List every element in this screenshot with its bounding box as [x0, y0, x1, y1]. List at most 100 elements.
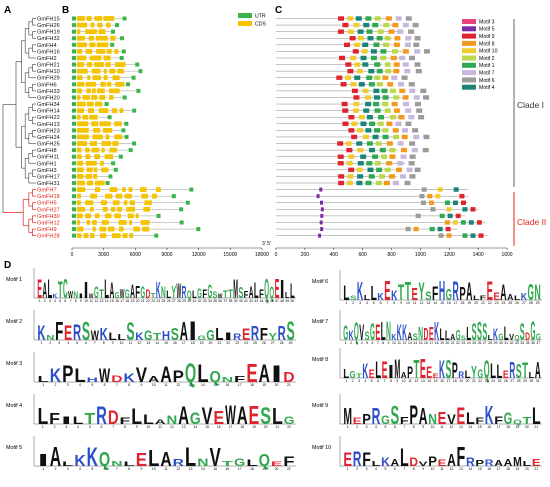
cds-block	[77, 193, 81, 199]
logo-letter: Q	[484, 356, 490, 384]
motif-logo-title: Motif 1	[6, 277, 22, 283]
utr-block	[119, 36, 124, 41]
motif-logo-title: Motif 8	[312, 357, 328, 363]
logo-letter: G	[350, 369, 356, 381]
axis-tick-label: 1000	[415, 252, 426, 258]
cds-block	[106, 22, 111, 28]
logo-position-number: 25	[162, 299, 166, 303]
logo-position-number: 40	[239, 299, 243, 303]
utr-block	[196, 227, 201, 232]
logo-letter: R	[173, 458, 185, 469]
motif-box	[337, 154, 344, 159]
motif-box	[373, 101, 380, 107]
logo-position-number: 11	[89, 299, 93, 303]
motif-box	[365, 180, 372, 186]
cds-block	[77, 174, 84, 179]
cds-block	[85, 174, 93, 179]
motif-box	[384, 36, 391, 41]
cds-block	[109, 147, 118, 153]
cds-block	[86, 180, 94, 186]
cds-block	[90, 233, 95, 239]
logo-position-number: 15	[205, 425, 209, 429]
motif-box	[408, 55, 415, 61]
motif-box	[423, 49, 430, 54]
logo-position-number: 17	[120, 299, 124, 303]
gene-label: GmFH1	[37, 161, 57, 167]
motif-box	[340, 82, 347, 87]
panel-d-letter: D	[4, 260, 11, 271]
motif-box	[356, 141, 363, 146]
logo-letter: E	[532, 458, 541, 469]
logo-position-number: 13	[426, 301, 430, 305]
logo-letter: A	[148, 374, 159, 384]
logo-position-number: 12	[137, 341, 141, 345]
logo-position-number: 5	[384, 467, 386, 471]
logo-position-number: 17	[229, 425, 233, 429]
utr-block	[122, 95, 127, 100]
logo-letter: K	[521, 292, 527, 303]
logo-letter: N	[534, 280, 540, 305]
logo-position-number: 21	[534, 467, 538, 471]
motif-box	[409, 174, 416, 179]
motif-box	[366, 29, 373, 34]
logo-letter: S	[425, 291, 432, 303]
logo-letter: S	[482, 320, 487, 346]
motif-box	[373, 42, 380, 48]
logo-position-number: 5	[91, 467, 93, 471]
motif-box	[358, 115, 365, 120]
logo-letter: A	[178, 402, 189, 430]
logo-letter: T	[153, 332, 162, 343]
gene-label: GmFH18	[37, 194, 60, 200]
logo-letter: E	[457, 403, 466, 430]
logo-position-number: 5	[366, 341, 368, 345]
logo-position-number: 3	[58, 341, 60, 345]
motif-box	[372, 22, 379, 28]
cds-block	[112, 200, 120, 206]
motif-box	[320, 227, 324, 232]
utr-block	[72, 36, 76, 41]
logo-position-number: 48	[280, 299, 284, 303]
logo-position-number: 25	[508, 301, 512, 305]
logo-position-number: 10	[431, 467, 435, 471]
cds-block	[101, 141, 112, 146]
axis-tick-label: 200	[301, 252, 310, 258]
logo-position-number: 10	[431, 425, 435, 429]
motif-box	[470, 233, 476, 238]
logo-letter: E	[384, 275, 390, 306]
cds-block	[77, 200, 81, 206]
logo-letter: F	[259, 287, 264, 301]
logo-position-number: 12	[170, 425, 174, 429]
cds-block	[103, 68, 107, 74]
cds-block	[94, 16, 103, 21]
motif-box	[378, 174, 385, 179]
cds-block	[77, 147, 82, 153]
logo-position-number: 17	[446, 379, 450, 383]
logo-letter: K	[493, 326, 498, 344]
utr-block	[72, 69, 76, 74]
logo-position-number: 24	[156, 299, 160, 303]
logo-position-number: 6	[85, 341, 87, 345]
logo-letter: N	[386, 316, 391, 346]
utr-block	[110, 42, 115, 47]
logo-position-number: 3	[49, 299, 51, 303]
motif-box	[382, 95, 389, 100]
utr-legend-label: UTR	[255, 14, 266, 20]
logo-position-number: 7	[112, 425, 114, 429]
logo-letter: Q	[99, 448, 110, 471]
logo-letter: E	[438, 408, 447, 428]
logo-position-number: 19	[459, 379, 463, 383]
utr-block	[121, 49, 126, 54]
motif-box	[418, 115, 425, 120]
motif-box	[395, 167, 402, 173]
motif-box	[357, 29, 364, 34]
gene-label: GmFH15	[37, 17, 60, 23]
cds-block	[86, 88, 91, 94]
motif-box	[446, 233, 452, 238]
logo-letter: S	[413, 332, 418, 342]
cds-block	[85, 154, 91, 160]
logo-letter: A	[42, 278, 47, 303]
motif-box	[348, 167, 355, 173]
cds-block	[102, 206, 108, 212]
logo-letter: F	[475, 416, 485, 426]
